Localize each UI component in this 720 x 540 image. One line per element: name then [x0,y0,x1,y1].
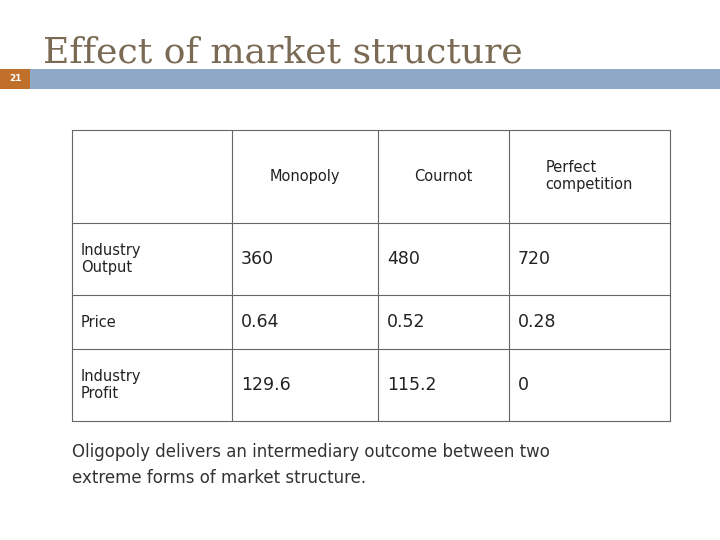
Text: 0: 0 [518,376,529,394]
Text: 480: 480 [387,250,420,268]
Text: 0.52: 0.52 [387,313,426,331]
Text: 720: 720 [518,250,551,268]
Text: Price: Price [81,315,117,329]
Text: 21: 21 [9,75,22,83]
Text: Oligopoly delivers an intermediary outcome between two
extreme forms of market s: Oligopoly delivers an intermediary outco… [72,443,550,487]
Text: 0.28: 0.28 [518,313,557,331]
Text: Industry
Profit: Industry Profit [81,369,141,401]
Text: 0.64: 0.64 [241,313,279,331]
Text: Industry
Output: Industry Output [81,243,141,275]
Text: 360: 360 [241,250,274,268]
Text: Perfect
competition: Perfect competition [546,160,633,192]
FancyBboxPatch shape [30,69,720,89]
Text: 115.2: 115.2 [387,376,436,394]
Text: Monopoly: Monopoly [270,169,341,184]
FancyBboxPatch shape [0,69,30,89]
Text: 129.6: 129.6 [241,376,291,394]
Text: Cournot: Cournot [415,169,473,184]
Text: Effect of market structure: Effect of market structure [43,35,523,69]
